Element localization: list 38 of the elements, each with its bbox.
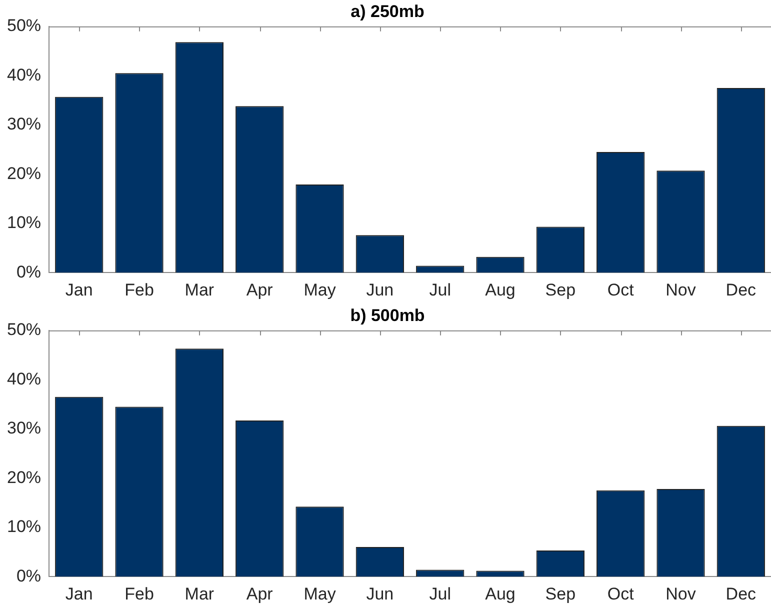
y-tick-label: 10% <box>6 213 42 232</box>
y-tick-label: 20% <box>6 164 42 183</box>
y-tick-label: 0% <box>16 566 42 586</box>
chart-title: b) 500mb <box>350 306 425 325</box>
chart-title: a) 250mb <box>350 2 424 21</box>
y-tick-label: 40% <box>6 65 42 84</box>
x-tick-label: May <box>304 584 336 604</box>
x-tick-label: Apr <box>246 584 274 604</box>
x-tick-label: Jun <box>366 280 394 300</box>
y-tick-label: 0% <box>16 262 42 282</box>
x-tick-label: Aug <box>485 280 516 300</box>
x-tick-label: Apr <box>246 280 274 300</box>
x-tick-label: Aug <box>485 584 516 604</box>
x-tick-label: Mar <box>184 584 214 604</box>
x-tick-label: Nov <box>666 280 696 300</box>
y-tick-label: 50% <box>6 16 42 36</box>
x-tick-label: Sep <box>545 584 576 604</box>
y-tick-label: 50% <box>6 320 42 340</box>
x-tick-label: Oct <box>607 280 634 300</box>
x-tick-label: Nov <box>666 584 696 604</box>
y-tick-label: 40% <box>6 369 42 388</box>
x-tick-label: Jan <box>65 280 93 300</box>
x-tick-label: Oct <box>607 584 634 604</box>
y-tick-label: 30% <box>6 418 42 438</box>
x-tick-label: Mar <box>184 280 214 300</box>
x-tick-label: Jul <box>429 584 451 604</box>
x-tick-label: Dec <box>726 584 757 604</box>
x-tick-label: Sep <box>545 280 576 300</box>
x-tick-label: Jul <box>429 280 451 300</box>
x-tick-label: Dec <box>726 280 757 300</box>
x-tick-label: Feb <box>124 584 154 604</box>
y-tick-label: 10% <box>6 517 42 536</box>
y-tick-label: 30% <box>6 114 42 134</box>
x-tick-label: Jun <box>366 584 394 604</box>
x-tick-label: May <box>304 280 336 300</box>
x-tick-label: Feb <box>124 280 154 300</box>
y-tick-label: 20% <box>6 468 42 487</box>
x-tick-label: Jan <box>65 584 93 604</box>
